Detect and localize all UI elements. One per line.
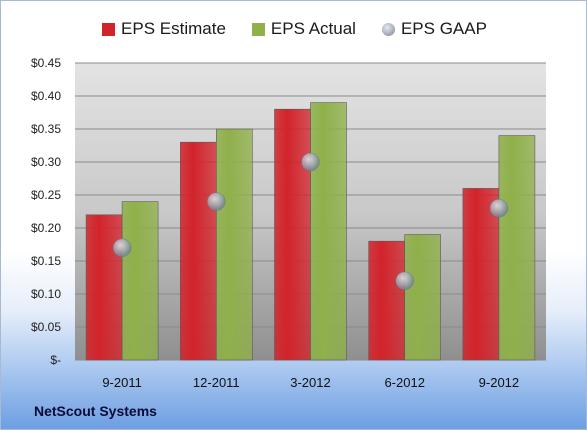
y-tick-label: $0.25 [31, 188, 61, 202]
legend-swatch [102, 22, 116, 36]
marker-eps-gaap [112, 238, 132, 258]
chart-legend: EPS Estimate EPS Actual EPS GAAP [1, 19, 587, 39]
marker-eps-gaap [301, 152, 320, 172]
x-tick-label: 12-2011 [193, 375, 240, 390]
bar-eps-estimate [180, 141, 217, 361]
legend-label: EPS Actual [270, 19, 356, 38]
x-tick-label: 9-2011 [102, 375, 142, 390]
marker-eps-gaap [395, 271, 414, 291]
x-tick-label: 3-2012 [290, 375, 330, 390]
y-tick-label: $0.30 [31, 155, 61, 169]
y-tick-label: $0.10 [31, 287, 61, 301]
legend-swatch [381, 22, 395, 36]
marker-eps-gaap [489, 198, 509, 218]
legend-item: EPS GAAP [381, 19, 487, 39]
bar-eps-actual [216, 128, 253, 361]
legend-label: EPS Estimate [121, 19, 226, 38]
bar-eps-estimate [462, 188, 500, 361]
bar-eps-actual [498, 135, 536, 361]
bar-eps-estimate [85, 214, 123, 361]
y-tick-label: $0.15 [31, 254, 61, 268]
company-name: NetScout Systems [34, 403, 157, 419]
x-tick-label: 6-2012 [384, 375, 424, 390]
y-tick-label: $0.40 [31, 89, 61, 103]
legend-label: EPS GAAP [400, 19, 487, 38]
bar-eps-actual [121, 201, 159, 361]
bar-eps-actual [310, 102, 347, 361]
legend-item: EPS Estimate [102, 19, 226, 39]
bar-eps-estimate [368, 240, 406, 361]
x-tick-label: 9-2012 [479, 375, 519, 390]
marker-eps-gaap [207, 192, 226, 211]
legend-item: EPS Actual [251, 19, 356, 39]
legend-swatch [251, 22, 265, 36]
bar-eps-actual [404, 234, 442, 361]
y-tick-label: $0.20 [31, 221, 61, 235]
y-tick-label: $0.05 [31, 320, 61, 334]
bar-eps-estimate [274, 108, 311, 361]
y-tick-label: $- [50, 353, 61, 367]
y-tick-label: $0.35 [31, 122, 61, 136]
y-tick-label: $0.45 [31, 56, 61, 70]
